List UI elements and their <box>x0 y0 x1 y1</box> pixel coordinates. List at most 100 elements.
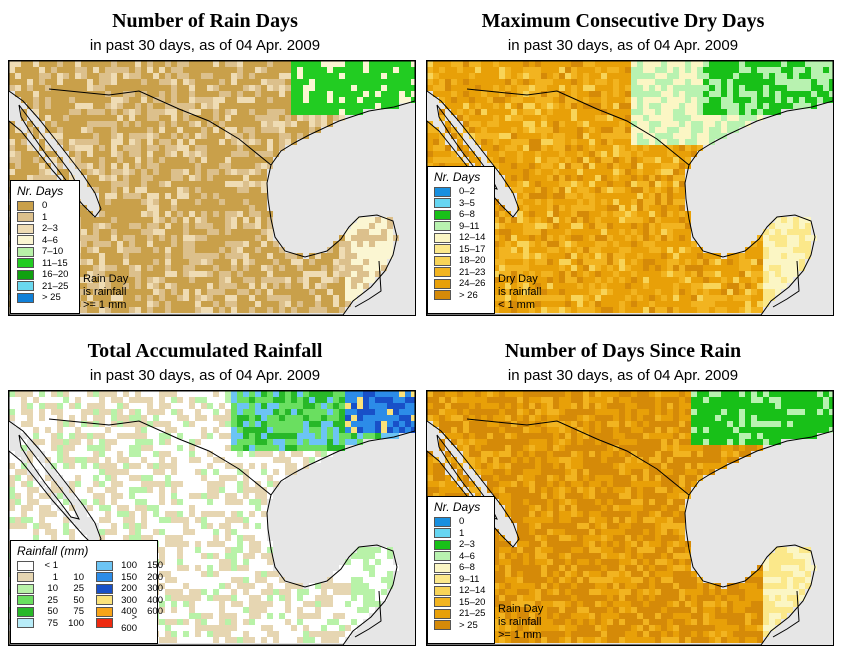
map-cell <box>691 307 697 313</box>
map-cell <box>529 73 535 79</box>
map-cell <box>129 391 135 397</box>
coastline <box>427 61 833 315</box>
map-cell <box>583 199 589 205</box>
map-cell <box>177 205 183 211</box>
map-cell <box>697 67 703 73</box>
map-cell <box>267 217 273 223</box>
map-cell <box>571 169 577 175</box>
map-cell <box>511 97 517 103</box>
map-cell <box>559 259 565 265</box>
map-cell <box>255 211 261 217</box>
map-cell <box>21 85 27 91</box>
map-cell <box>595 283 601 289</box>
map-cell <box>261 181 267 187</box>
map-cell <box>123 175 129 181</box>
map-cell <box>589 181 595 187</box>
map-cell <box>577 157 583 163</box>
map-cell <box>219 199 225 205</box>
map-cell <box>243 307 249 313</box>
map-cell <box>433 85 439 91</box>
map-cell <box>183 97 189 103</box>
map-cell <box>649 229 655 235</box>
map-cell <box>9 403 15 409</box>
map-cell <box>523 295 529 301</box>
map-cell <box>171 157 177 163</box>
map-cell <box>207 199 213 205</box>
map-cell <box>655 85 661 91</box>
map-cell <box>243 277 249 283</box>
map-cell <box>655 265 661 271</box>
map-cell <box>721 61 727 67</box>
map-cell <box>129 79 135 85</box>
map-cell <box>763 253 769 259</box>
map-cell <box>273 421 279 427</box>
map-cell <box>141 229 147 235</box>
map-cell <box>69 133 75 139</box>
map-cell <box>709 73 715 79</box>
map-cell <box>207 253 213 259</box>
map-cell <box>439 157 445 163</box>
map-cell <box>787 61 793 67</box>
map-cell <box>135 205 141 211</box>
map-cell <box>141 109 147 115</box>
map-cell <box>439 67 445 73</box>
map-cell <box>129 271 135 277</box>
map-cell <box>625 73 631 79</box>
map-cell <box>601 121 607 127</box>
map-cell <box>165 109 171 115</box>
map-cell <box>171 97 177 103</box>
map-cell <box>159 187 165 193</box>
map-cell <box>123 115 129 121</box>
map-cell <box>595 307 601 313</box>
map-cell <box>111 403 117 409</box>
map-cell <box>309 277 315 283</box>
map-cell <box>225 151 231 157</box>
map-cell <box>505 79 511 85</box>
map-cell <box>291 259 297 265</box>
map-cell <box>63 115 69 121</box>
map-cell <box>739 307 745 313</box>
map-cell <box>69 79 75 85</box>
map-cell <box>769 103 775 109</box>
map-cell <box>595 271 601 277</box>
map-cell <box>87 421 93 427</box>
map-cell <box>399 397 405 403</box>
map-cell <box>39 157 45 163</box>
map-cell <box>387 403 393 409</box>
map-cell <box>823 79 829 85</box>
map-cell <box>613 145 619 151</box>
map-cell <box>117 199 123 205</box>
map-cell <box>201 97 207 103</box>
map-cell <box>387 235 393 241</box>
coastline <box>9 61 415 315</box>
map-cell <box>721 103 727 109</box>
map-cell <box>315 397 321 403</box>
map-cell <box>781 73 787 79</box>
map-cell <box>75 139 81 145</box>
map-cell <box>237 139 243 145</box>
map-cell <box>315 109 321 115</box>
map-cell <box>393 73 399 79</box>
map-cell <box>129 265 135 271</box>
map-cell <box>553 85 559 91</box>
map-cell <box>619 67 625 73</box>
map-cell <box>231 163 237 169</box>
map-cell <box>589 61 595 67</box>
map-cell <box>87 295 93 301</box>
map-cell <box>273 295 279 301</box>
map-cell <box>321 391 327 397</box>
map-cell <box>231 259 237 265</box>
map-cell <box>649 193 655 199</box>
map-cell <box>823 91 829 97</box>
map-cell <box>541 115 547 121</box>
map-cell <box>601 283 607 289</box>
map-cell <box>351 271 357 277</box>
map-cell <box>183 241 189 247</box>
map-cell <box>565 187 571 193</box>
map-cell <box>153 67 159 73</box>
map-cell <box>189 253 195 259</box>
map-cell <box>601 151 607 157</box>
map-cell <box>333 295 339 301</box>
map-cell <box>559 73 565 79</box>
map-cell <box>147 115 153 121</box>
